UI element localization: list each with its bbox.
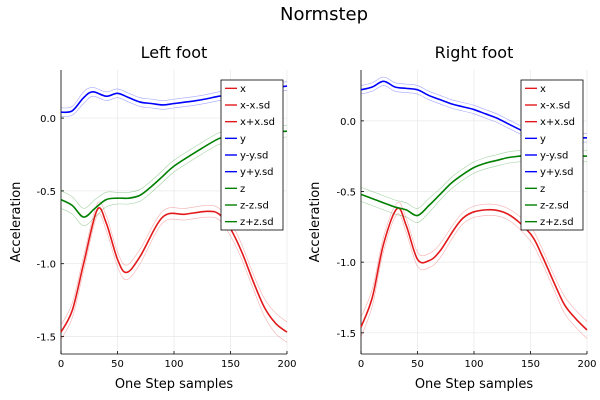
y-tick-label: -1.0 xyxy=(36,260,56,271)
legend-entry: x xyxy=(540,84,546,95)
legend-entry: y+y.sd xyxy=(240,167,274,178)
series-z-line xyxy=(360,153,588,217)
chart-title: Normstep xyxy=(280,4,368,25)
series-y-minus-sd-line xyxy=(360,85,588,143)
legend-entry: y-y.sd xyxy=(540,151,568,162)
x-tick-label: 0 xyxy=(58,359,64,370)
panel-title: Right foot xyxy=(435,43,514,62)
y-tick-label: -1.5 xyxy=(336,329,356,340)
legend-entry: x+x.sd xyxy=(240,117,275,128)
series-z-plus-sd-line xyxy=(360,148,588,209)
x-tick-label: 50 xyxy=(111,359,124,370)
legend-entry: x-x.sd xyxy=(240,101,270,112)
x-axis-label: One Step samples xyxy=(415,377,534,392)
legend-entry: x-x.sd xyxy=(540,101,570,112)
plot-area xyxy=(360,76,588,339)
legend-entry: y xyxy=(240,134,246,145)
legend-entry: x+x.sd xyxy=(540,117,575,128)
legend-entry: z xyxy=(240,184,245,195)
series-x-line xyxy=(60,207,288,333)
x-tick-label: 100 xyxy=(164,359,183,370)
series-y-plus-sd-line xyxy=(360,76,588,135)
series-z-minus-sd-line xyxy=(360,159,588,223)
legend-entry: z xyxy=(540,184,545,195)
y-tick-label: -1.5 xyxy=(36,333,56,344)
panel-right: Right foot 0 50 100 150 200 0.0 -0.5 -1.0 -1.5 One… xyxy=(308,43,597,392)
y-axis-label: Acceleration xyxy=(9,182,24,263)
chart-panels: Left foot 0 50 100 150 200 0.0 -0.5 -1.0 -1.5 One … xyxy=(9,43,597,392)
legend-entry: z-z.sd xyxy=(540,201,569,212)
series-x-plus-sd-line xyxy=(360,201,588,322)
legend-entry: y xyxy=(540,134,546,145)
x-tick-label: 150 xyxy=(221,359,240,370)
series-x-minus-sd-line xyxy=(360,213,588,339)
legend-entry: y+y.sd xyxy=(540,167,574,178)
y-tick-label: -0.5 xyxy=(36,187,56,198)
series-x-minus-sd-line xyxy=(60,213,288,343)
panel-left: Left foot 0 50 100 150 200 0.0 -0.5 -1.0 -1.5 One … xyxy=(9,43,297,392)
y-tick-label: -0.5 xyxy=(336,188,356,199)
x-tick-label: 100 xyxy=(464,359,483,370)
legend: x x-x.sd x+x.sd y y-y.sd y+y.sd z z-z.sd z+z.sd xyxy=(220,79,284,231)
x-axis-label: One Step samples xyxy=(115,377,234,392)
series-x-line xyxy=(360,207,588,331)
legend-entry: y-y.sd xyxy=(240,151,268,162)
legend-entry: z+z.sd xyxy=(240,217,274,228)
legend-entry: z-z.sd xyxy=(240,201,269,212)
x-tick-label: 200 xyxy=(277,359,296,370)
y-axis-label: Acceleration xyxy=(308,182,323,263)
y-tick-label: 0.0 xyxy=(40,114,56,125)
legend: x x-x.sd x+x.sd y y-y.sd y+y.sd z z-z.sd z+z.sd xyxy=(520,79,584,231)
series-y-line xyxy=(360,80,588,139)
y-tick-label: -1.0 xyxy=(336,258,356,269)
x-tick-label: 0 xyxy=(358,359,364,370)
x-tick-label: 150 xyxy=(521,359,540,370)
legend-entry: x xyxy=(240,84,246,95)
panel-title: Left foot xyxy=(141,43,208,62)
x-tick-label: 200 xyxy=(577,359,596,370)
x-tick-label: 50 xyxy=(411,359,424,370)
y-tick-label: 0.0 xyxy=(340,117,356,128)
legend-entry: z+z.sd xyxy=(540,217,574,228)
